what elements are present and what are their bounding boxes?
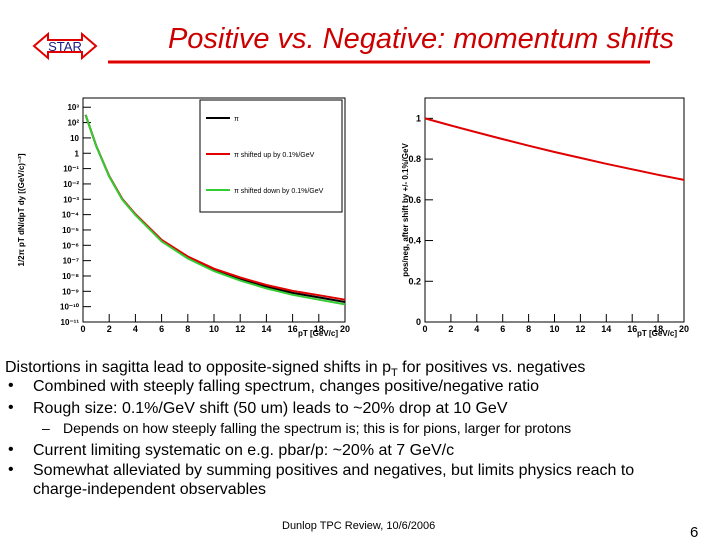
y-axis-label: pos/neg, after shift by +/- 0.1%/GeV [401,143,410,277]
y-tick-label: 0.4 [408,236,421,246]
y-tick-label: 10⁻⁵ [62,226,79,235]
y-tick-label: 0.2 [408,276,421,286]
bullet-mark: • [8,441,14,458]
page-number: 6 [690,524,699,541]
y-tick-label: 10⁻⁴ [62,211,79,220]
y-tick-label: 10³ [67,103,79,112]
legend-label: π shifted down by 0.1%/GeV [234,188,324,195]
legend-label: π [234,116,239,123]
bullet-mark: • [8,377,14,394]
y-tick-label: 10 [70,134,79,143]
y-tick-label: 10⁻¹¹ [61,318,80,327]
x-axis-label: pT [GeV/c] [298,329,338,338]
x-tick-label: 20 [340,324,350,334]
logo-text: STAR [48,39,82,54]
intro-sub: T [391,367,398,380]
x-tick-label: 4 [133,324,138,334]
x-tick-label: 10 [209,324,219,334]
plot-frame [424,97,685,323]
x-tick-label: 16 [288,324,298,334]
bullet-mark: • [8,461,14,478]
data-line [84,114,346,306]
intro-line: Distortions in sagitta lead to opposite-… [5,358,585,383]
y-tick-label: 10⁻⁹ [62,287,79,296]
y-tick-label: 0.8 [408,154,421,164]
y-tick-label: 10⁻² [63,180,79,189]
x-tick-label: 8 [526,324,531,334]
x-tick-label: 4 [474,324,479,334]
x-tick-label: 2 [107,324,112,334]
x-tick-label: 16 [627,324,637,334]
bullet-mark: – [42,420,50,436]
y-tick-label: 1 [416,113,421,123]
slide-title: Positive vs. Negative: momentum shifts [168,23,674,55]
y-tick-label: 10⁻⁸ [62,272,79,281]
logo-arrow [32,31,98,61]
bullet-text: Current limiting systematic on e.g. pbar… [33,442,455,459]
x-tick-label: 18 [314,324,324,334]
y-tick-label: 0 [416,317,421,327]
y-tick-label: 10⁻¹ [63,165,79,174]
star-logo: STAR [32,31,98,61]
sub-bullet-text: Depends on how steeply falling the spect… [63,420,572,436]
y-tick-label: 10⁻⁶ [62,241,79,250]
bullet-text: Combined with steeply falling spectrum, … [33,378,540,395]
data-line [424,117,685,181]
bullet-text: Somewhat alleviated by summing positives… [33,462,635,498]
x-tick-label: 12 [235,324,245,334]
y-tick-label: 10⁻¹⁰ [60,303,80,312]
y-tick-label: 10⁻⁷ [63,257,79,266]
x-tick-label: 2 [448,324,453,334]
x-tick-label: 0 [80,324,85,334]
intro-text: for positives vs. negatives [397,359,586,376]
x-tick-label: 18 [653,324,663,334]
x-tick-label: 14 [261,324,271,334]
y-tick-label: 10⁻³ [63,195,79,204]
y-tick-label: 0.6 [408,195,421,205]
x-axis-label: pT [GeV/c] [637,329,677,338]
x-tick-label: 20 [679,324,689,334]
x-tick-label: 8 [185,324,190,334]
x-tick-label: 12 [575,324,585,334]
y-tick-label: 10² [67,119,79,128]
bullet-mark: • [8,399,14,416]
intro-text: Distortions in sagitta lead to opposite-… [5,359,391,376]
y-axis-label: 1/2π pT dN/dpT dy [(GeV/c)⁻²] [17,153,26,266]
footer: Dunlop TPC Review, 10/6/2006 [282,520,436,532]
x-tick-label: 0 [422,324,427,334]
legend-label: π shifted up by 0.1%/GeV [234,152,315,159]
x-tick-label: 14 [601,324,611,334]
x-tick-label: 6 [159,324,164,334]
y-tick-label: 1 [75,149,80,158]
x-tick-label: 6 [500,324,505,334]
x-tick-label: 10 [549,324,559,334]
bullet-text: Rough size: 0.1%/GeV shift (50 um) leads… [33,400,508,417]
